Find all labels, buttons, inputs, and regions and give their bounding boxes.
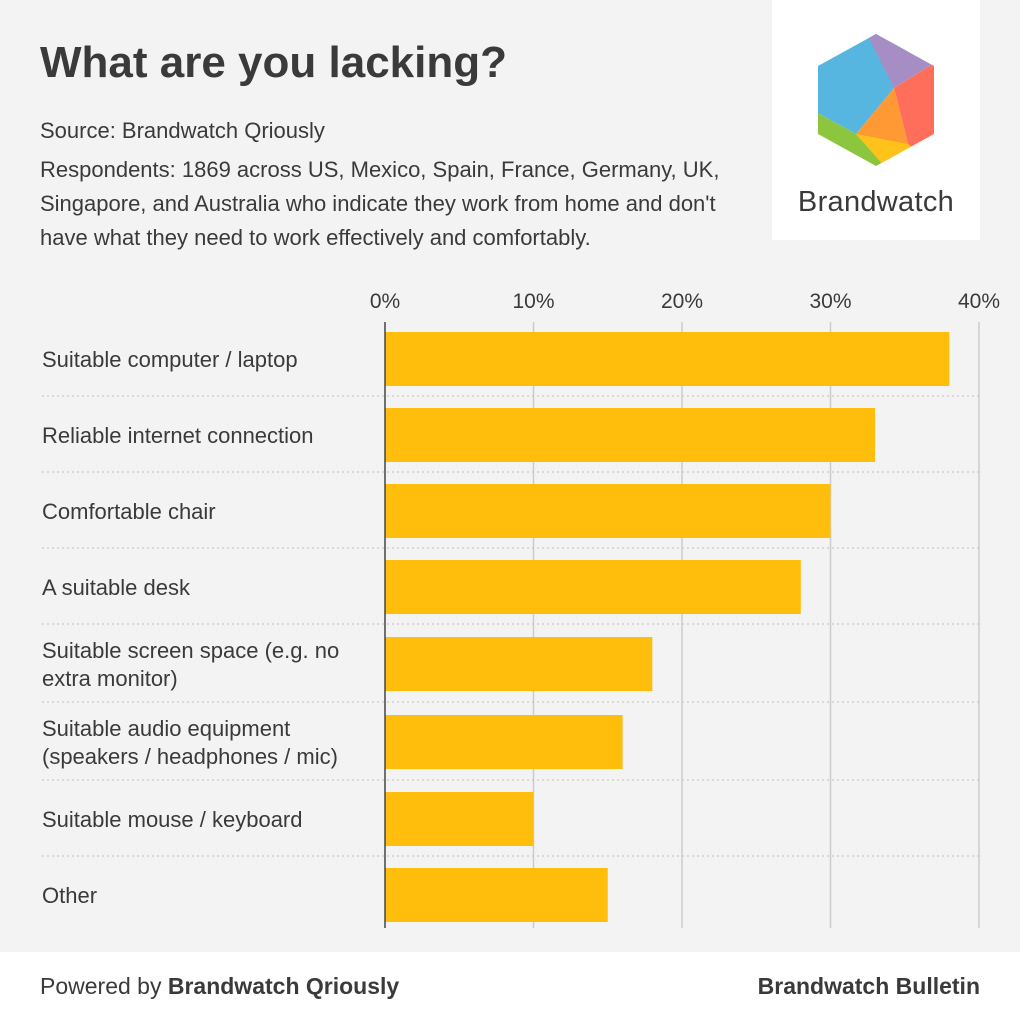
footer: Powered by Brandwatch Qriously Brandwatc…: [0, 952, 1020, 1020]
tick-label: 0%: [370, 290, 400, 313]
category-label: Comfortable chair: [42, 499, 216, 524]
category-label: Suitable mouse / keyboard: [42, 807, 303, 832]
source-text: Source: Brandwatch Qriously: [40, 118, 325, 143]
powered-by: Powered by Brandwatch Qriously: [40, 973, 399, 1000]
bar: [385, 637, 653, 691]
hexagon-logo-icon: [818, 34, 934, 166]
footer-brand: Brandwatch Bulletin: [757, 973, 980, 999]
bar: [385, 560, 801, 614]
bar: [385, 408, 876, 462]
category-label: Suitable audio equipment (speakers / head…: [42, 716, 338, 769]
respondents-text: Respondents: 1869 across US, Mexico, Spa…: [40, 157, 720, 250]
powered-by-brand: Brandwatch Qriously: [167, 973, 400, 999]
category-label: Other: [42, 883, 97, 908]
tick-label: 30%: [809, 290, 851, 313]
bar: [385, 484, 831, 538]
brand-wordmark: Brandwatch: [797, 186, 955, 218]
powered-by-prefix: Powered by: [40, 973, 168, 999]
category-label: Suitable computer / laptop: [42, 347, 298, 372]
bar: [385, 332, 950, 386]
tick-label: 20%: [661, 290, 703, 313]
bar: [385, 792, 534, 846]
brand-logo: Brandwatch: [772, 0, 980, 240]
bar-chart: 0% 10% 20% 30% 40% Suitable computer / laptop…: [42, 290, 1000, 928]
category-label: Reliable internet connection: [42, 423, 314, 448]
tick-label: 40%: [958, 290, 1000, 313]
tick-label: 10%: [512, 290, 554, 313]
category-label: Suitable screen space (e.g. no extra moni…: [42, 638, 339, 691]
chart-title: What are you lacking?: [40, 38, 507, 87]
bar: [385, 715, 623, 769]
bar: [385, 868, 608, 922]
category-label: A suitable desk: [42, 575, 191, 600]
